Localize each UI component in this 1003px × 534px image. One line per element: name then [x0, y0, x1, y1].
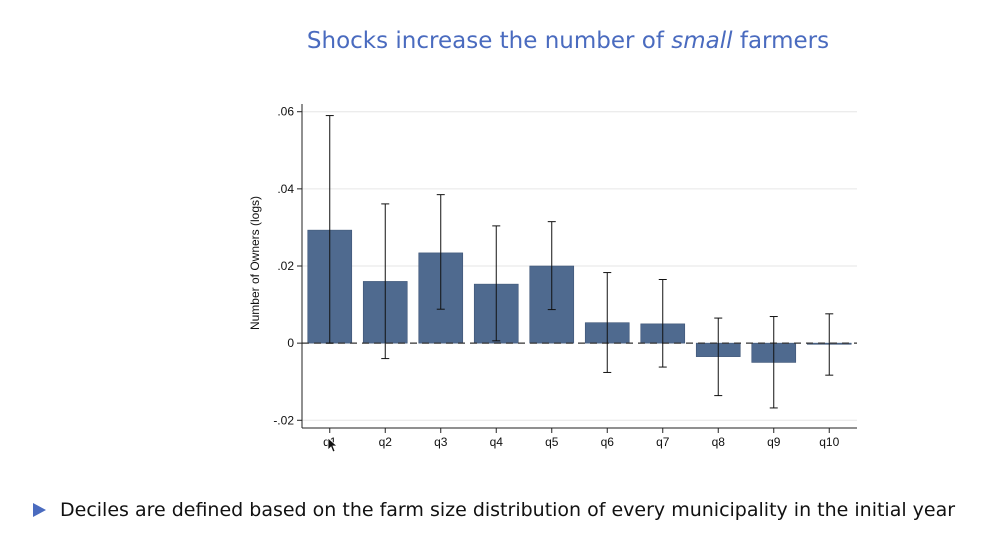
- y-tick-label: .04: [277, 182, 294, 196]
- triangle-bullet-icon: [33, 503, 46, 517]
- y-tick-label: 0: [287, 336, 294, 350]
- error-bars: [325, 115, 834, 409]
- x-tick-label: q5: [545, 435, 559, 449]
- slide-title-prefix: Shocks increase the number of: [306, 28, 672, 54]
- mouse-cursor-icon: [327, 437, 337, 453]
- slide-title-suffix: farmers: [732, 28, 830, 54]
- axes: -.020.02.04.06q1q2q3q4q5q6q7q8q9q10: [273, 104, 857, 449]
- x-tick-label: q6: [601, 435, 615, 449]
- slide-title: Shocks increase the number of small farm…: [0, 28, 1003, 54]
- x-tick-label: q4: [490, 435, 504, 449]
- y-axis-label: Number of Owners (logs): [248, 196, 262, 330]
- y-tick-label: .02: [277, 259, 294, 273]
- x-tick-label: q9: [767, 435, 781, 449]
- bullet-point: Deciles are defined based on the farm si…: [33, 499, 955, 521]
- x-tick-label: q3: [434, 435, 448, 449]
- slide-title-emphasis: small: [671, 28, 733, 54]
- y-tick-label: .06: [277, 105, 294, 119]
- x-tick-label: q8: [712, 435, 726, 449]
- x-tick-label: q2: [379, 435, 393, 449]
- bullet-text: Deciles are defined based on the farm si…: [60, 499, 956, 521]
- gridlines: [302, 111, 857, 421]
- y-tick-label: -.02: [273, 413, 294, 427]
- x-tick-label: q7: [656, 435, 670, 449]
- x-tick-label: q10: [819, 435, 839, 449]
